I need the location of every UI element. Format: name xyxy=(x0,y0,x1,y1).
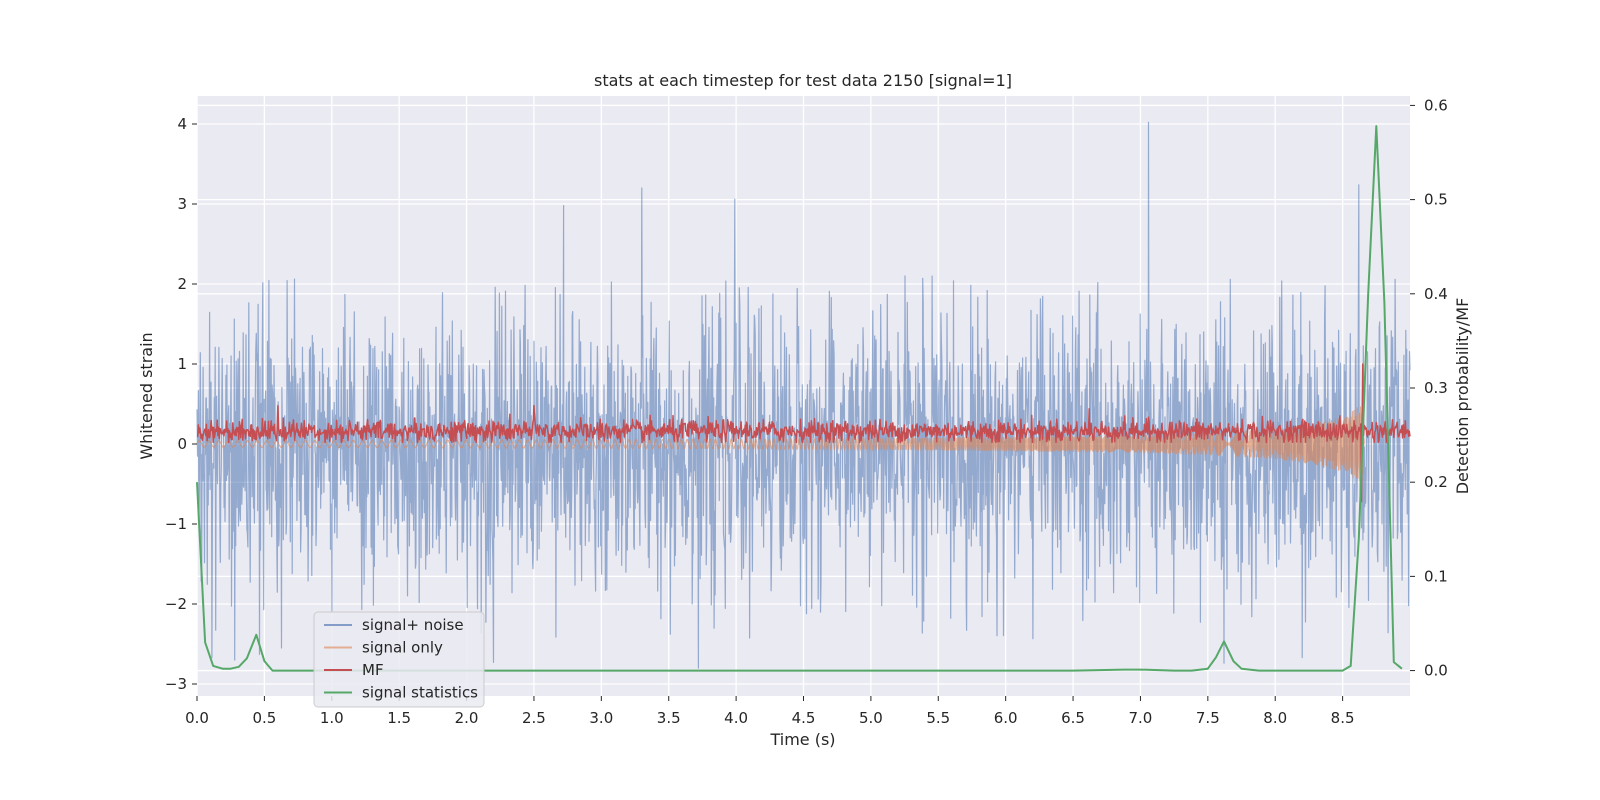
legend-box xyxy=(313,611,485,708)
x-axis-label: Time (s) xyxy=(769,730,835,749)
x-tick-label: 1.0 xyxy=(320,709,344,727)
x-tick-label: 4.5 xyxy=(792,709,816,727)
x-tick-label: 3.0 xyxy=(589,709,613,727)
y-tick-label: 2 xyxy=(177,275,187,293)
x-tick-label: 7.5 xyxy=(1196,709,1220,727)
legend-label: signal+ noise xyxy=(362,616,464,634)
x-tick-label: 2.0 xyxy=(455,709,479,727)
x-tick-label: 3.5 xyxy=(657,709,681,727)
y-right-tick-label: 0.6 xyxy=(1424,96,1448,114)
y-right-tick-label: 0.4 xyxy=(1424,285,1448,303)
legend-label: MF xyxy=(362,661,384,679)
x-tick-label: 5.0 xyxy=(859,709,883,727)
x-tick-label: 7.0 xyxy=(1129,709,1153,727)
y-right-tick-label: 0.3 xyxy=(1424,379,1448,397)
y-tick-label: 0 xyxy=(177,435,187,453)
x-tick-label: 8.5 xyxy=(1331,709,1355,727)
series-signal-statistics xyxy=(196,125,1403,672)
x-tick-label: 8.0 xyxy=(1263,709,1287,727)
x-tick-label: 6.5 xyxy=(1061,709,1085,727)
x-tick-label: 4.0 xyxy=(724,709,748,727)
series-signal-only xyxy=(196,404,1365,482)
y-tick-label: −1 xyxy=(165,515,187,533)
x-tick-label: 5.5 xyxy=(926,709,950,727)
axes: 0.0 0.5 1.0 1.5 2.0 2.5 3.0 3.5 4.0 4.5 5.0 5.5 6.0 6… xyxy=(165,96,1448,727)
legend-label: signal statistics xyxy=(362,684,478,702)
x-tick-label: 0.0 xyxy=(185,709,209,727)
y-axis-label: Whitened strain xyxy=(137,332,156,459)
data-layer xyxy=(196,121,1411,672)
x-tick-label: 1.5 xyxy=(387,709,411,727)
y-right-tick-label: 0.1 xyxy=(1424,567,1448,585)
y-tick-label: −2 xyxy=(165,595,187,613)
y-right-tick-label: 0.2 xyxy=(1424,473,1448,491)
legend: signal+ noise signal only MF signal statist… xyxy=(313,611,485,708)
series-signal-noise xyxy=(196,121,1411,669)
chart-title: stats at each timestep for test data 215… xyxy=(594,71,1012,90)
y-tick-label: 1 xyxy=(177,355,187,373)
x-tick-label: 0.5 xyxy=(252,709,276,727)
y-tick-label: 3 xyxy=(177,195,187,213)
y-tick-label: 4 xyxy=(177,115,187,133)
y-right-tick-label: 0.0 xyxy=(1424,662,1448,680)
y-right-axis-label: Detection probability/MF xyxy=(1453,298,1472,495)
y-right-tick-label: 0.5 xyxy=(1424,191,1448,209)
series-mf xyxy=(196,363,1411,503)
y-tick-label: −3 xyxy=(165,675,187,693)
x-tick-label: 6.0 xyxy=(994,709,1018,727)
x-tick-label: 2.5 xyxy=(522,709,546,727)
legend-label: signal only xyxy=(362,639,443,657)
